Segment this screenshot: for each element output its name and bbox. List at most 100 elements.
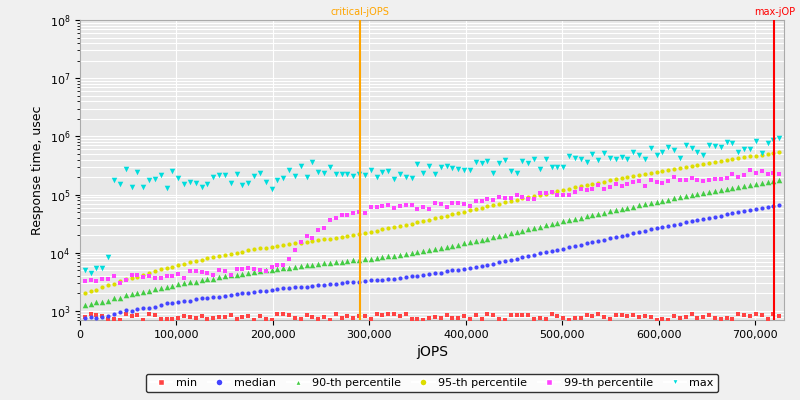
- Point: [172, 315, 185, 321]
- Point: [732, 174, 745, 180]
- Point: [312, 169, 325, 176]
- Point: [248, 173, 261, 179]
- Point: [697, 314, 710, 320]
- Point: [254, 313, 266, 319]
- Point: [330, 311, 342, 317]
- Point: [470, 312, 482, 318]
- Legend: min, median, 90-th percentile, 95-th percentile, 99-th percentile, max: min, median, 90-th percentile, 95-th per…: [146, 374, 718, 392]
- Point: [399, 222, 412, 228]
- Point: [417, 316, 430, 323]
- Point: [702, 160, 715, 166]
- Point: [388, 253, 401, 259]
- Point: [190, 267, 202, 274]
- Point: [603, 316, 616, 322]
- Point: [446, 211, 459, 218]
- Point: [376, 168, 389, 175]
- Point: [598, 210, 610, 216]
- Point: [592, 157, 605, 163]
- Point: [102, 276, 114, 282]
- Point: [621, 174, 634, 180]
- Point: [498, 157, 511, 163]
- Point: [592, 311, 605, 318]
- Point: [645, 170, 658, 176]
- Point: [615, 312, 628, 318]
- Point: [125, 184, 138, 190]
- Point: [330, 171, 342, 178]
- Point: [534, 192, 546, 198]
- Point: [306, 238, 318, 244]
- Point: [645, 200, 658, 206]
- Point: [516, 195, 529, 202]
- Point: [265, 287, 278, 294]
- Point: [726, 210, 739, 217]
- Point: [603, 208, 616, 215]
- Point: [195, 257, 208, 263]
- Point: [422, 314, 435, 321]
- Point: [119, 277, 132, 283]
- Point: [638, 183, 651, 189]
- Point: [481, 195, 494, 202]
- Point: [254, 245, 266, 252]
- Point: [633, 314, 646, 320]
- Point: [306, 159, 318, 165]
- Point: [254, 288, 266, 294]
- Point: [149, 268, 162, 275]
- Point: [750, 206, 762, 212]
- Point: [119, 292, 132, 298]
- Point: [650, 199, 663, 205]
- Point: [90, 312, 103, 318]
- Point: [546, 189, 558, 195]
- Point: [96, 276, 109, 283]
- Point: [213, 267, 226, 274]
- Point: [289, 240, 302, 246]
- Point: [726, 170, 739, 177]
- Point: [422, 271, 435, 278]
- Point: [767, 150, 780, 156]
- Point: [720, 211, 733, 218]
- Point: [714, 187, 727, 193]
- Point: [364, 229, 377, 235]
- Point: [137, 272, 150, 278]
- Point: [201, 181, 214, 188]
- Point: [137, 289, 150, 295]
- Point: [195, 184, 208, 190]
- Point: [750, 311, 762, 318]
- Point: [603, 235, 616, 241]
- Point: [149, 312, 162, 318]
- Point: [242, 290, 254, 296]
- Point: [569, 242, 582, 249]
- Point: [434, 245, 447, 251]
- Point: [709, 214, 722, 220]
- Point: [242, 180, 254, 186]
- Point: [323, 316, 336, 323]
- Point: [96, 313, 109, 319]
- Point: [702, 189, 715, 195]
- Point: [714, 144, 727, 150]
- Point: [528, 193, 541, 199]
- Point: [569, 315, 582, 321]
- Point: [580, 187, 593, 194]
- Point: [709, 143, 722, 150]
- Point: [645, 145, 658, 152]
- Point: [516, 194, 529, 200]
- Point: [732, 149, 745, 155]
- Point: [271, 311, 284, 317]
- Point: [539, 249, 552, 255]
- Point: [434, 315, 447, 321]
- Point: [154, 302, 167, 308]
- Point: [679, 142, 692, 148]
- Point: [312, 316, 325, 322]
- Point: [277, 175, 290, 182]
- Point: [551, 192, 564, 198]
- Point: [522, 160, 534, 166]
- Point: [487, 312, 500, 318]
- Point: [294, 239, 307, 245]
- Point: [230, 271, 243, 278]
- Point: [674, 176, 686, 183]
- Point: [224, 292, 237, 299]
- Point: [154, 315, 167, 322]
- Point: [142, 311, 155, 317]
- Point: [206, 174, 219, 181]
- Point: [142, 273, 155, 279]
- Point: [78, 267, 91, 273]
